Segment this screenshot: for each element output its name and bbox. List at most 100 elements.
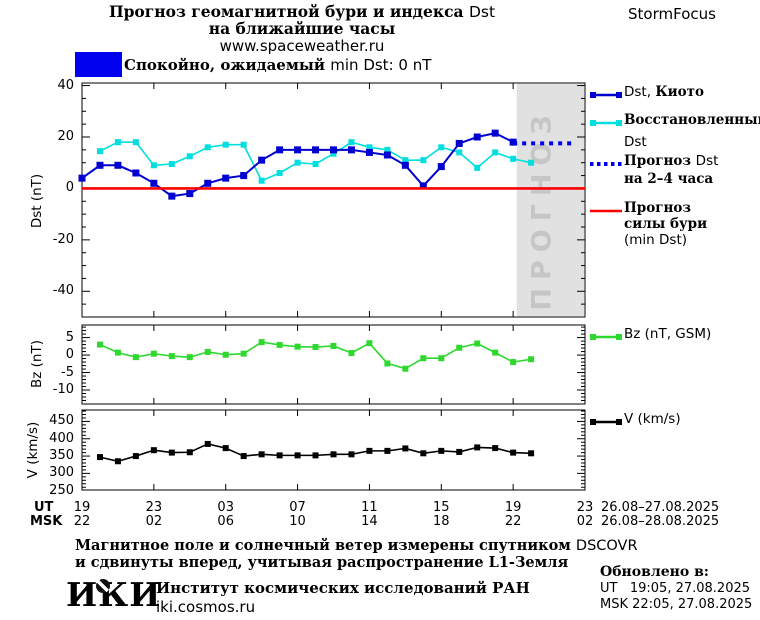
marker-bz [240,350,247,357]
x-tick-label-ut: 03 [217,500,234,515]
plot-frame [81,324,586,405]
updated-label: Обновлено в: [600,564,709,580]
x-tick-label-ut: 23 [145,500,163,515]
marker-bz [348,349,355,356]
dst-y-axis-label: Dst (nT) [29,173,45,229]
status-color-swatch [75,52,122,77]
marker-kyoto [96,161,104,169]
marker-v [384,447,391,454]
marker-kyoto [294,146,302,154]
y-tick-label: -40 [52,283,74,299]
legend-line-sample [590,419,622,425]
marker-bz [150,350,157,357]
marker-restored [510,155,517,162]
y-tick-label: 250 [49,482,74,498]
y-tick-label: 40 [57,77,74,93]
marker-bz [168,353,175,360]
marker-v [150,447,157,454]
marker-v [132,453,139,460]
x-tick-label-ut: 15 [433,500,450,515]
marker-v [474,444,481,451]
marker-v [528,450,535,457]
y-tick-label: 0 [65,180,74,196]
x-tick-label-ut: 23 [576,500,594,515]
y-tick-label: 400 [49,430,74,446]
marker-bz [186,354,193,361]
marker-kyoto [132,169,140,177]
marker-kyoto [330,146,337,154]
footer-note1-lat: DSCOVR [575,538,638,554]
marker-restored [438,144,445,151]
x-tick-label-msk: 02 [576,514,594,529]
marker-bz [114,349,121,356]
legend-label-restored-2: Dst [624,134,647,150]
x-tick-label-msk: 02 [145,514,163,529]
marker-v [222,445,229,452]
marker-kyoto [312,146,320,154]
legend-label-storm-3: (min Dst) [624,232,688,248]
marker-kyoto [258,156,266,164]
legend-label-v: V (km/s) [624,411,681,427]
marker-kyoto [437,163,445,171]
legend-label-kyoto: Dst, Киото [624,84,704,100]
marker-restored [474,164,481,171]
marker-v [96,454,103,461]
y-tick-label: 350 [49,448,74,464]
marker-v [510,449,517,456]
legend-sample-bz [589,328,623,340]
marker-v [456,448,463,455]
marker-bz [330,342,337,349]
y-tick-label: 5 [65,329,74,345]
marker-bz [366,340,373,347]
marker-v [186,449,193,456]
marker-bz [528,356,535,363]
page-title: Прогноз геомагнитной бури и индекса Dst [40,3,564,21]
status-text-ru: Спокойно, ожидаемый [124,56,331,74]
legend-sample-storm [589,202,623,214]
x-tick-label-msk: 10 [289,514,306,529]
x-axis-row-label-ut: UT [34,500,54,515]
legend-label-forecast-2: на 2–4 часа [624,171,714,187]
marker-bz [492,349,499,356]
marker-kyoto [186,190,194,198]
status-text: Спокойно, ожидаемый min Dst: 0 nT [124,56,431,74]
marker-bz [96,341,103,348]
marker-bz [204,348,211,355]
marker-restored [168,161,175,167]
x-tick-label-ut: 19 [73,500,91,515]
marker-bz [312,344,319,351]
v-y-axis-label: V (km/s) [25,421,41,479]
marker-v [240,453,247,460]
legend-kyoto-lat: Dst, [624,84,656,100]
marker-bz [420,355,427,362]
marker-restored [366,144,373,151]
marker-kyoto [150,179,158,187]
marker-restored [294,159,301,166]
footer-note-line2: и сдвинуты вперед, учитывая распростране… [75,554,569,571]
marker-kyoto [401,161,409,169]
legend-sample-v [589,413,623,425]
marker-v [438,447,445,454]
title-text-ru: Прогноз геомагнитной бури и индекса [108,2,469,21]
legend-line-sample [590,120,622,126]
legend-label-storm-1: Прогноз [624,200,691,216]
bz-y-axis-label: Bz (nT) [29,340,45,388]
marker-restored [420,157,427,164]
marker-restored [402,157,409,164]
date-range-ut: 26.08–27.08.2025 [601,500,720,515]
marker-v [114,458,121,465]
title-text-lat: Dst [468,3,496,21]
marker-bz [258,339,265,346]
x-tick-label-ut: 19 [504,500,522,515]
marker-restored [384,146,391,153]
marker-v [420,450,427,457]
marker-kyoto [347,146,355,154]
legend-line-sample [590,334,622,340]
marker-kyoto [455,139,463,147]
marker-bz [474,340,481,347]
y-tick-label: 450 [49,413,74,429]
marker-restored [276,170,283,176]
footer-note-line1: Магнитное поле и солнечный ветер измерен… [75,537,638,555]
marker-bz [456,344,463,351]
x-tick-label-ut: 07 [289,500,306,515]
